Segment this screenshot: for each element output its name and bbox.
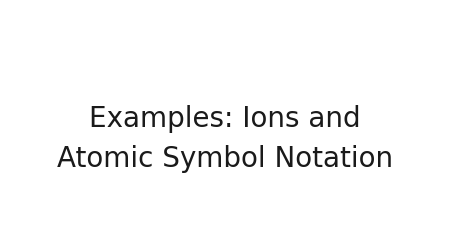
Text: Examples: Ions and: Examples: Ions and [89,105,361,132]
Text: Atomic Symbol Notation: Atomic Symbol Notation [57,145,393,173]
